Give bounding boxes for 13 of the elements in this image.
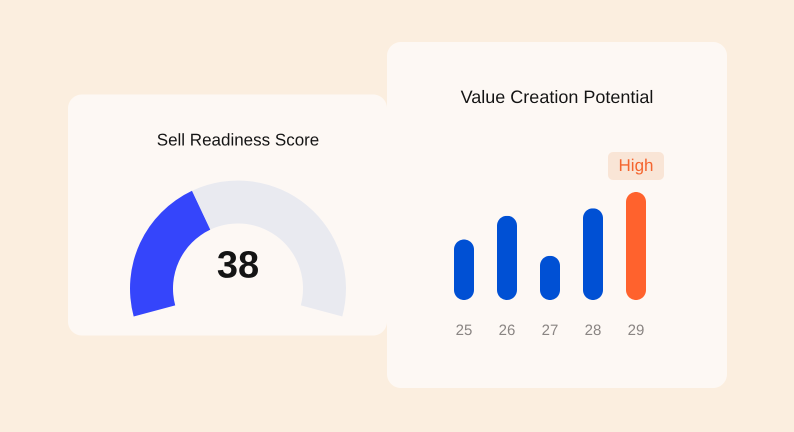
bar: [454, 240, 474, 300]
x-tick-label: 26: [498, 322, 516, 339]
x-tick-label: 27: [542, 322, 558, 339]
x-tick-label: 29: [628, 322, 644, 339]
x-tick-label: 28: [584, 322, 602, 339]
bar: [583, 208, 603, 300]
text: 38: [216, 244, 260, 286]
bar: [626, 192, 646, 300]
chart-title: Sell Readiness Score: [156, 130, 320, 150]
chart-title: Value Creation Potential: [460, 87, 654, 107]
annotation: High: [618, 156, 654, 175]
bar: [497, 216, 517, 300]
x-tick-label: 25: [456, 322, 472, 339]
